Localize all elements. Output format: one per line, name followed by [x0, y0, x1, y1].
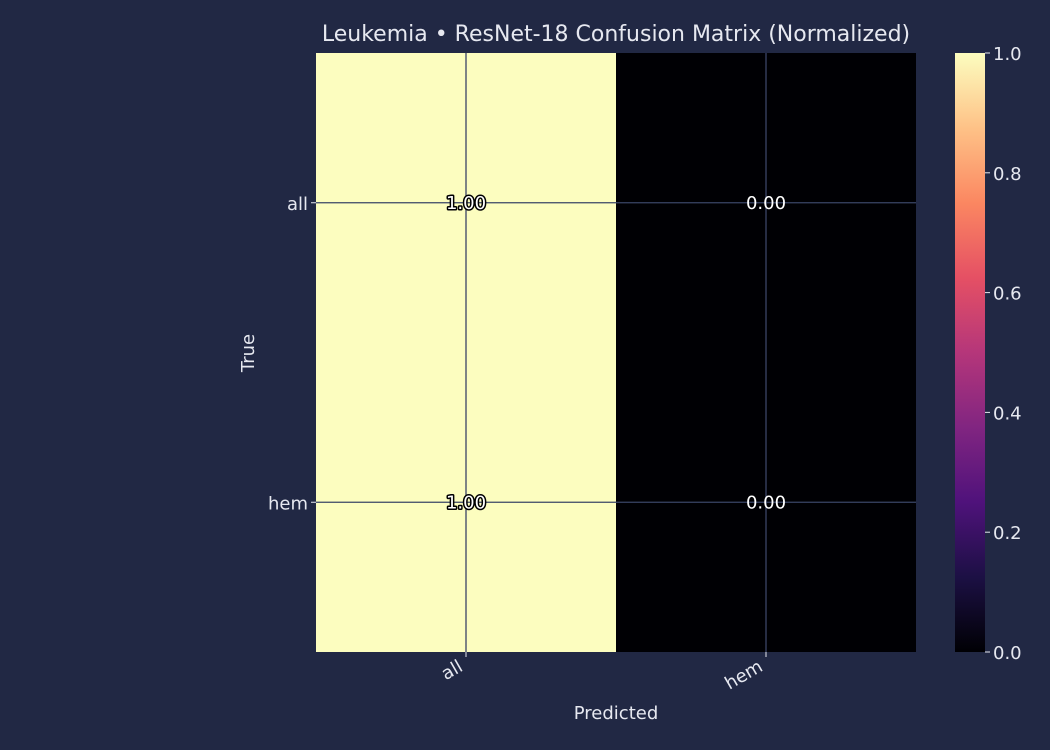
colorbar: 0.0 0.2 0.4 0.6 0.8 1.0: [955, 44, 1022, 664]
y-axis-label: True: [238, 334, 259, 373]
x-tick-label: hem: [721, 656, 766, 694]
colorbar-tick-label: 0.6: [993, 284, 1022, 305]
cell-value-label: 0.00: [746, 492, 786, 513]
y-tick-label: hem: [268, 493, 308, 514]
colorbar-tick-label: 1.0: [993, 44, 1022, 65]
cell-value-label: 1.00: [446, 193, 486, 214]
chart-title: Leukemia • ResNet-18 Confusion Matrix (N…: [322, 22, 910, 47]
heatmap-plot: 1.00 0.00 1.00 0.00 all hem all hem: [268, 53, 916, 694]
colorbar-gradient: [955, 53, 985, 652]
colorbar-tick-label: 0.4: [993, 403, 1022, 424]
y-tick-label: all: [287, 194, 308, 215]
colorbar-tick-label: 0.2: [993, 523, 1022, 544]
cell-value-label: 0.00: [746, 193, 786, 214]
cell-value-label: 1.00: [446, 492, 486, 513]
colorbar-tick-label: 0.8: [993, 164, 1022, 185]
x-axis-label: Predicted: [574, 703, 659, 724]
colorbar-tick-label: 0.0: [993, 643, 1022, 664]
x-tick-label: all: [438, 656, 467, 685]
